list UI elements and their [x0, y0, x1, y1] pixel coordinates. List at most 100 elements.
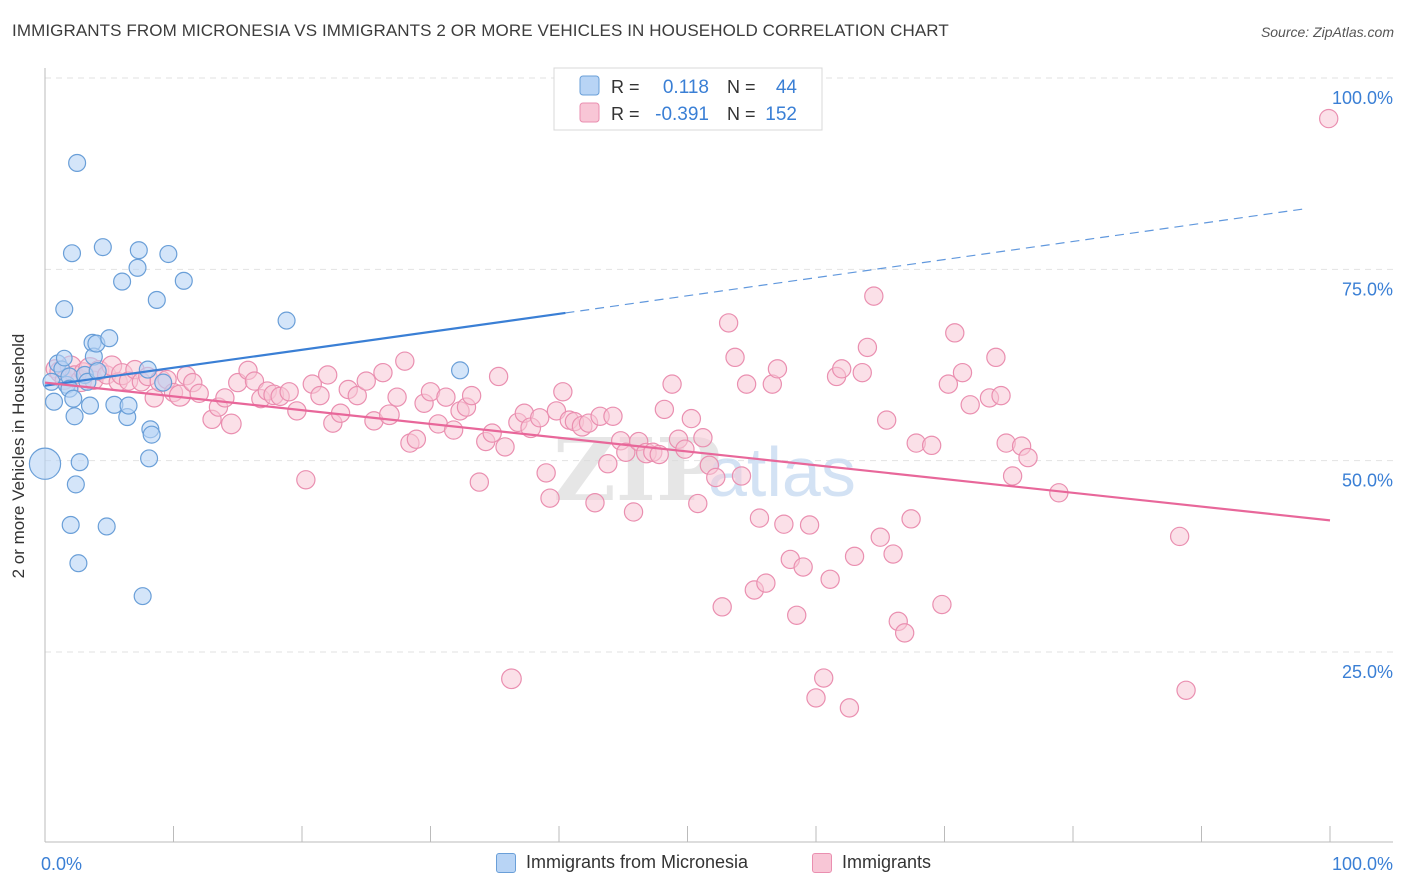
- immigrants-point: [852, 362, 872, 383]
- immigrants-point: [749, 508, 770, 528]
- immigrants-point: [654, 399, 675, 420]
- immigrants-point: [662, 374, 682, 394]
- immigrants-point: [623, 502, 644, 522]
- watermark-atlas: atlas: [708, 433, 856, 511]
- immigrants-point: [681, 408, 702, 429]
- y-tick-label-50: 50.0%: [1342, 471, 1393, 491]
- immigrants-point: [718, 313, 739, 333]
- immigrants-point: [774, 514, 794, 534]
- immigrants-point: [469, 472, 490, 492]
- immigrants-point: [395, 351, 415, 371]
- immigrants-point: [536, 463, 556, 483]
- source-label: Source: ZipAtlas.com: [1260, 24, 1394, 40]
- micronesia-point: [44, 392, 64, 411]
- immigrants-point: [706, 467, 726, 488]
- micronesia-point: [64, 389, 83, 408]
- immigrants-point: [857, 337, 878, 358]
- micronesia-point: [69, 554, 88, 573]
- immigrants-point: [1319, 108, 1339, 129]
- immigrants-point: [991, 385, 1011, 406]
- legend-item-immigrants[interactable]: Immigrants: [812, 852, 931, 873]
- immigrants-point: [488, 366, 509, 387]
- legend-r-label-1: R =: [611, 77, 640, 97]
- immigrants-point: [373, 362, 393, 383]
- legend-n-label-2: N =: [727, 104, 756, 124]
- y-tick-label-75: 75.0%: [1342, 279, 1393, 299]
- immigrants-points: [45, 108, 1339, 718]
- immigrants-point: [585, 493, 605, 513]
- y-tick-label-100: 100.0%: [1332, 88, 1393, 108]
- immigrants-point: [901, 509, 921, 529]
- micronesia-point: [133, 587, 152, 606]
- micronesia-point: [88, 362, 107, 381]
- immigrants-point: [844, 546, 865, 567]
- immigrants-point: [712, 597, 732, 617]
- legend-label-immigrants: Immigrants: [842, 852, 932, 872]
- micronesia-point: [28, 447, 62, 480]
- immigrants-point: [378, 404, 400, 426]
- legend-n-label-1: N =: [727, 77, 756, 97]
- immigrants-point: [244, 371, 265, 391]
- immigrants-point: [693, 428, 713, 448]
- immigrants-point: [387, 387, 407, 407]
- immigrants-point: [1018, 447, 1038, 468]
- micronesia-point: [159, 244, 178, 264]
- legend-swatch-immigrants: [812, 852, 832, 873]
- y-tick-label-25: 25.0%: [1342, 662, 1393, 682]
- chart-title: IMMIGRANTS FROM MICRONESIA VS IMMIGRANTS…: [12, 21, 949, 40]
- immigrants-point: [406, 429, 427, 449]
- immigrants-point: [1169, 526, 1190, 547]
- immigrants-point: [986, 347, 1006, 368]
- immigrants-point: [220, 413, 242, 435]
- immigrants-point: [675, 439, 695, 459]
- legend-n-value-2: 152: [765, 104, 797, 125]
- legend-r-value-1: 0.118: [663, 77, 709, 98]
- immigrants-point: [938, 374, 959, 394]
- immigrants-point: [921, 435, 942, 456]
- immigrants-point: [839, 698, 860, 718]
- legend-top: R = 0.118 N = 44 R = -0.391 N = 152: [553, 67, 823, 131]
- immigrants-point: [736, 374, 757, 394]
- immigrants-point: [960, 395, 980, 415]
- legend-item-micronesia[interactable]: Immigrants from Micronesia: [496, 852, 748, 873]
- immigrants-point: [436, 387, 456, 407]
- immigrants-point: [495, 437, 515, 457]
- immigrants-point: [756, 573, 776, 593]
- micronesia-point: [70, 453, 89, 472]
- immigrants-point: [725, 347, 745, 368]
- immigrants-point: [870, 527, 890, 547]
- immigrants-point: [540, 488, 560, 508]
- immigrants-point: [864, 286, 884, 306]
- immigrants-point: [820, 569, 840, 589]
- immigrants-point: [461, 385, 482, 406]
- immigrants-point: [814, 668, 834, 688]
- y-axis-label: 2 or more Vehicles in Household: [9, 333, 28, 579]
- immigrants-point: [482, 423, 502, 443]
- immigrants-point: [310, 385, 330, 406]
- micronesia-point: [55, 300, 74, 319]
- immigrants-point: [767, 359, 788, 379]
- immigrants-point: [883, 544, 903, 564]
- micronesia-point: [55, 349, 73, 367]
- immigrants-point: [616, 442, 636, 462]
- micronesia-point: [61, 515, 80, 535]
- legend-n-value-1: 44: [776, 77, 798, 98]
- immigrants-point: [356, 371, 376, 391]
- immigrants-point: [1176, 680, 1196, 700]
- immigrants-point: [553, 382, 573, 402]
- immigrants-point: [799, 515, 820, 535]
- legend-top-swatch-blue: [579, 75, 600, 96]
- immigrants-trend-line: [44, 381, 1331, 522]
- trend-lines: [44, 208, 1331, 522]
- immigrants-point: [215, 388, 235, 408]
- immigrants-point: [688, 493, 708, 514]
- micronesia-point: [113, 272, 132, 291]
- micronesia-point: [154, 373, 173, 392]
- micronesia-point: [451, 361, 470, 380]
- legend-r-label-2: R =: [611, 104, 640, 124]
- legend-label-micronesia: Immigrants from Micronesia: [526, 852, 749, 872]
- immigrants-point: [296, 470, 316, 490]
- micronesia-point: [174, 271, 193, 290]
- micronesia-point: [100, 329, 119, 348]
